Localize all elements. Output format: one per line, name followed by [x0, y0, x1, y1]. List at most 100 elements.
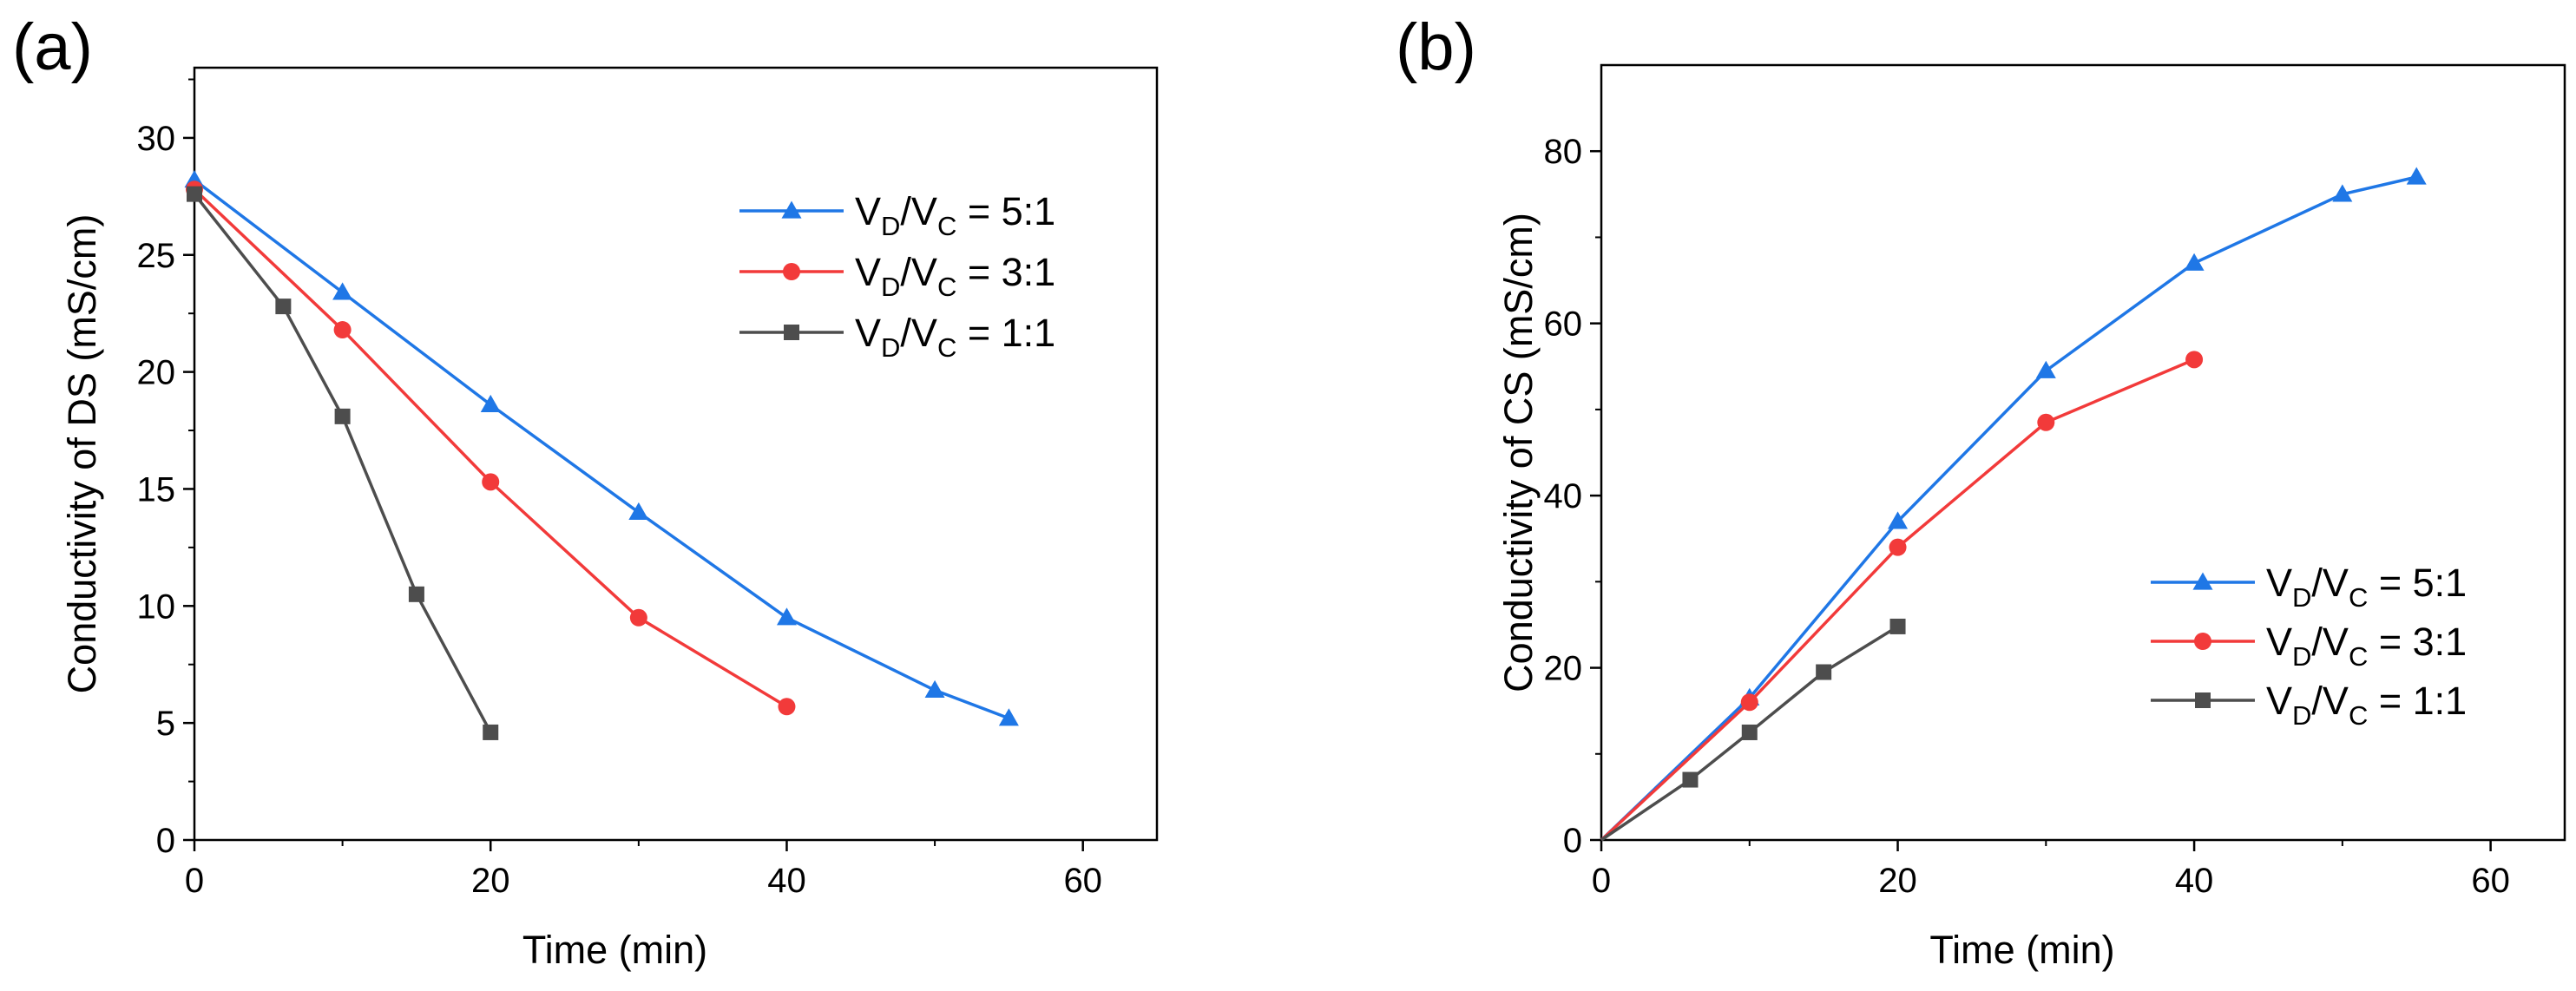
legend-label: VD/VC = 3:1	[855, 250, 1055, 302]
legend-label-part: V	[2266, 679, 2292, 723]
series-square	[187, 186, 499, 740]
series-line	[1600, 175, 2417, 842]
legend-marker	[2195, 692, 2211, 708]
legend-marker	[783, 263, 800, 280]
y-tick-label: 5	[156, 705, 175, 743]
panel-label: (b)	[1396, 10, 1476, 84]
legend-item: VD/VC = 5:1	[2151, 561, 2467, 613]
data-point	[332, 282, 353, 300]
data-point	[2037, 413, 2055, 431]
legend-label-part: /V	[2311, 679, 2349, 723]
y-tick-label: 40	[1544, 477, 1583, 515]
series-square	[1600, 618, 1906, 842]
legend-label-part: D	[2292, 700, 2311, 731]
legend-item: VD/VC = 3:1	[2151, 620, 2467, 672]
legend-label-part: /V	[900, 250, 937, 294]
y-tick-label: 30	[137, 120, 176, 158]
y-axis-title: Conductivity of CS (mS/cm)	[1496, 213, 1541, 692]
legend-marker	[2194, 633, 2211, 650]
panel-label: (a)	[12, 10, 93, 84]
x-axis-title: Time (min)	[522, 928, 707, 972]
data-point	[480, 394, 501, 412]
x-tick-label: 0	[185, 862, 204, 900]
plot-frame	[1600, 63, 2566, 842]
data-point	[998, 708, 1019, 726]
data-point	[629, 608, 647, 627]
legend-label: VD/VC = 5:1	[2266, 561, 2467, 613]
series-circle	[1600, 351, 2204, 842]
y-tick-label: 20	[1544, 650, 1583, 688]
legend: VD/VC = 5:1VD/VC = 3:1VD/VC = 1:1	[2151, 561, 2467, 731]
legend-label-part: = 3:1	[2368, 620, 2467, 664]
x-tick-label: 20	[1878, 862, 1917, 900]
series-line	[1600, 358, 2195, 842]
data-point	[2035, 360, 2056, 378]
legend-label-part: /V	[2311, 620, 2349, 664]
plot-frame	[193, 66, 1159, 842]
legend-label-part: V	[855, 250, 881, 294]
legend-label-part: C	[2349, 582, 2368, 613]
data-point	[776, 607, 797, 626]
series-triangle	[184, 169, 1019, 726]
series-circle	[186, 180, 796, 716]
legend-label-part: = 5:1	[2368, 561, 2467, 605]
data-point	[2184, 253, 2205, 271]
legend-label: VD/VC = 1:1	[2266, 679, 2467, 731]
series-line	[193, 193, 492, 733]
legend-label-part: /V	[2311, 561, 2349, 605]
chart-panel-a: (a) 0 20 40 60 0 5 10 15 20 25 30 Time (min) Conducti…	[12, 10, 1159, 972]
legend-label: VD/VC = 3:1	[2266, 620, 2467, 672]
data-point	[628, 502, 649, 521]
legend-label-part: /V	[900, 189, 937, 233]
y-tick-label: 60	[1544, 305, 1583, 344]
legend-label-part: V	[2266, 620, 2292, 664]
data-point	[408, 586, 424, 602]
legend-label-part: V	[2266, 561, 2292, 605]
legend-label-part: D	[2292, 641, 2311, 672]
data-point	[1682, 771, 1699, 788]
data-point	[1888, 511, 1909, 529]
legend-label-part: D	[881, 211, 900, 241]
chart-panel-b: (b) 0 20 40 60 0 20 40 60 80 Time (min) Conductivit…	[1396, 10, 2566, 972]
x-tick-label: 20	[471, 862, 510, 900]
data-point	[483, 724, 499, 740]
y-tick-label: 0	[156, 822, 175, 860]
data-point	[778, 698, 796, 716]
legend-label-part: C	[2349, 641, 2368, 672]
y-axis-title: Conductivity of DS (mS/cm)	[60, 214, 104, 694]
legend-label: VD/VC = 5:1	[855, 189, 1055, 241]
legend-label-part: C	[937, 272, 956, 302]
data-point	[1889, 618, 1906, 634]
series-line	[193, 179, 1010, 720]
x-tick-label: 0	[1592, 862, 1611, 900]
x-tick-label: 40	[2175, 862, 2214, 900]
legend-label-part: = 1:1	[2368, 679, 2467, 723]
legend-marker	[781, 200, 802, 219]
legend-label-part: = 5:1	[956, 189, 1055, 233]
legend-label: VD/VC = 1:1	[855, 311, 1055, 363]
legend-item: VD/VC = 5:1	[739, 189, 1055, 241]
legend-label-part: V	[855, 189, 881, 233]
data-point	[275, 299, 292, 315]
x-tick-label: 60	[2471, 862, 2510, 900]
legend-marker	[784, 325, 799, 340]
y-tick-label: 10	[137, 587, 176, 626]
y-tick-label: 25	[137, 237, 176, 275]
series-line	[193, 187, 788, 708]
data-point	[2185, 351, 2204, 369]
legend-label-part: C	[2349, 700, 2368, 731]
data-point	[1816, 664, 1832, 680]
legend-label-part: /V	[900, 311, 937, 355]
legend-marker	[2192, 572, 2213, 590]
data-point	[1889, 538, 1907, 556]
y-tick-label: 15	[137, 470, 176, 509]
x-tick-label: 60	[1063, 862, 1102, 900]
legend-item: VD/VC = 1:1	[2151, 679, 2467, 731]
legend: VD/VC = 5:1VD/VC = 3:1VD/VC = 1:1	[739, 189, 1055, 363]
data-point	[2406, 167, 2427, 185]
y-tick-label: 0	[1563, 822, 1582, 860]
legend-item: VD/VC = 1:1	[739, 311, 1055, 363]
data-point	[334, 408, 351, 424]
data-point	[482, 473, 500, 491]
